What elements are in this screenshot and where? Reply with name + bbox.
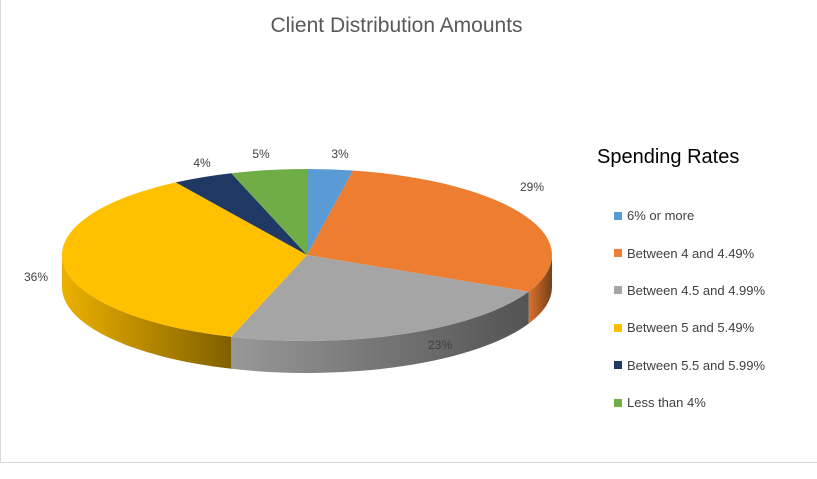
pie-slice-side-2 (231, 291, 529, 373)
legend-item-5: Less than 4% (614, 384, 765, 421)
legend-label: Between 5.5 and 5.99% (627, 357, 766, 373)
legend-item-3: Between 5 and 5.49% (614, 309, 765, 346)
chart-title: Client Distribution Amounts (270, 14, 523, 37)
pie-data-label-2: 23% (428, 338, 452, 352)
legend-label: Between 4.5 and 4.99% (627, 282, 766, 298)
pie-slice-side-3 (62, 255, 232, 369)
pie-slice-4 (175, 173, 307, 255)
legend-swatch (614, 249, 622, 258)
pie-slice-side-1 (528, 255, 552, 324)
pie-data-label-0: 3% (331, 147, 349, 161)
pie-data-label-1: 29% (520, 180, 544, 194)
legend-swatch (614, 361, 622, 370)
legend-title: Spending Rates (597, 146, 740, 168)
legend-label: 6% or more (627, 208, 695, 224)
legend-swatch (614, 211, 622, 220)
legend-item-1: Between 4 and 4.49% (614, 234, 765, 271)
legend-label: Less than 4% (627, 395, 706, 411)
chart-frame-left (0, 0, 1, 463)
pie-slice-5 (231, 169, 307, 255)
legend-label: Between 5 and 5.49% (627, 320, 755, 336)
pie-data-label-4: 4% (193, 156, 211, 170)
legend-item-0: 6% or more (614, 197, 765, 234)
legend-swatch (614, 398, 622, 407)
pie-slice-3 (61, 182, 307, 337)
pie-data-label-3: 36% (24, 270, 48, 284)
legend-swatch (614, 286, 622, 295)
pie-slice-2 (231, 255, 529, 341)
legend-item-2: Between 4.5 and 4.99% (614, 272, 765, 309)
pie-slice-0 (307, 169, 353, 255)
legend-swatch (614, 323, 622, 332)
chart-frame-bottom (0, 462, 817, 463)
legend-label: Between 4 and 4.49% (627, 245, 755, 261)
legend-item-4: Between 5.5 and 5.99% (614, 347, 765, 384)
legend: 6% or more Between 4 and 4.49% Between 4.5… (614, 197, 765, 421)
pie-data-label-5: 5% (252, 147, 270, 161)
pie-slice-1 (307, 170, 552, 292)
